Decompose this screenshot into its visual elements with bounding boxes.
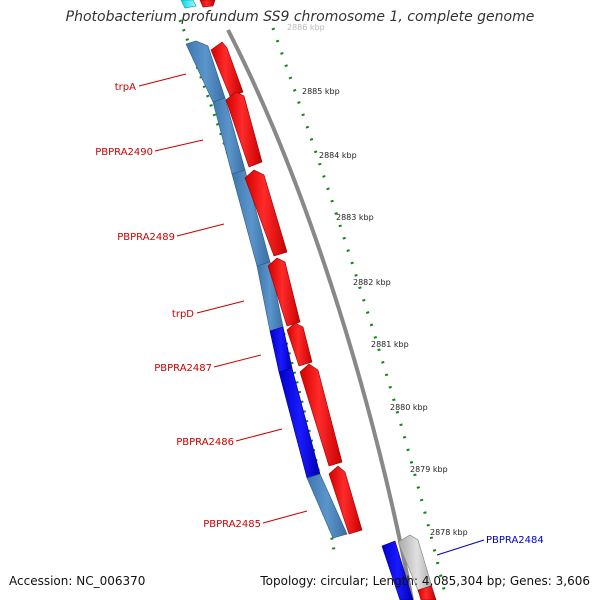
scale-label-2884: 2884 kbp bbox=[319, 151, 357, 160]
chromosome-backbone bbox=[226, 29, 414, 600]
gene-partial-red-top[interactable] bbox=[199, 0, 216, 8]
gene-label-PBPRA2489[interactable]: PBPRA2489 bbox=[117, 232, 175, 243]
scale-label-2879: 2879 kbp bbox=[410, 465, 448, 474]
gene-arrow-4[interactable] bbox=[267, 257, 301, 327]
scale-label-2883: 2883 kbp bbox=[336, 213, 374, 222]
forward-strand-genes bbox=[210, 41, 363, 535]
gene-PBPRA2484-blue[interactable] bbox=[381, 540, 414, 600]
gene-label-PBPRA2486[interactable]: PBPRA2486 bbox=[176, 437, 234, 448]
gene-label-trpA[interactable]: trpA bbox=[115, 82, 136, 93]
scale-label-2882: 2882 kbp bbox=[353, 278, 391, 287]
map-title: Photobacterium profundum SS9 chromosome … bbox=[65, 9, 535, 25]
gene-arrow-6[interactable] bbox=[299, 363, 343, 467]
gene-labels: trpA PBPRA2490 PBPRA2489 trpD PBPRA2487 … bbox=[95, 82, 544, 546]
scale-label-2878: 2878 kbp bbox=[430, 528, 468, 537]
reverse-strand-genes bbox=[185, 40, 348, 539]
gene-label-PBPRA2490[interactable]: PBPRA2490 bbox=[95, 147, 153, 158]
gene-label-PBPRA2484[interactable]: PBPRA2484 bbox=[486, 535, 544, 546]
gene-label-PBPRA2487[interactable]: PBPRA2487 bbox=[154, 363, 212, 374]
gene-arrow-2[interactable] bbox=[225, 91, 263, 168]
scale-label-2885: 2885 kbp bbox=[302, 87, 340, 96]
scale-label-2881: 2881 kbp bbox=[371, 340, 409, 349]
scale-label-2880: 2880 kbp bbox=[390, 403, 428, 412]
gene-bottom-red[interactable] bbox=[417, 585, 437, 600]
genome-summary-text: Topology: circular; Length: 4,085,304 bp… bbox=[260, 574, 590, 588]
gene-arrow-1[interactable] bbox=[210, 41, 244, 97]
gene-label-trpD[interactable]: trpD bbox=[172, 309, 194, 320]
accession-text: Accession: NC_006370 bbox=[9, 574, 146, 588]
scale-arc-outer bbox=[271, 27, 448, 599]
gene-arrow-3[interactable] bbox=[244, 169, 288, 257]
gene-trpA-reverse[interactable] bbox=[185, 40, 226, 103]
gene-PBPRA2485-reverse[interactable] bbox=[306, 473, 348, 539]
label-leaders bbox=[138, 73, 485, 556]
scale-label-2886: 2886 kbp bbox=[287, 23, 325, 32]
gene-label-PBPRA2485[interactable]: PBPRA2485 bbox=[203, 519, 261, 530]
scale-labels: 2886 kbp 2885 kbp 2884 kbp 2883 kbp 2882… bbox=[287, 23, 468, 537]
gene-partial-cyan[interactable] bbox=[180, 0, 197, 9]
gene-arrow-5[interactable] bbox=[286, 322, 313, 367]
gene-arrow-7[interactable] bbox=[328, 465, 363, 535]
